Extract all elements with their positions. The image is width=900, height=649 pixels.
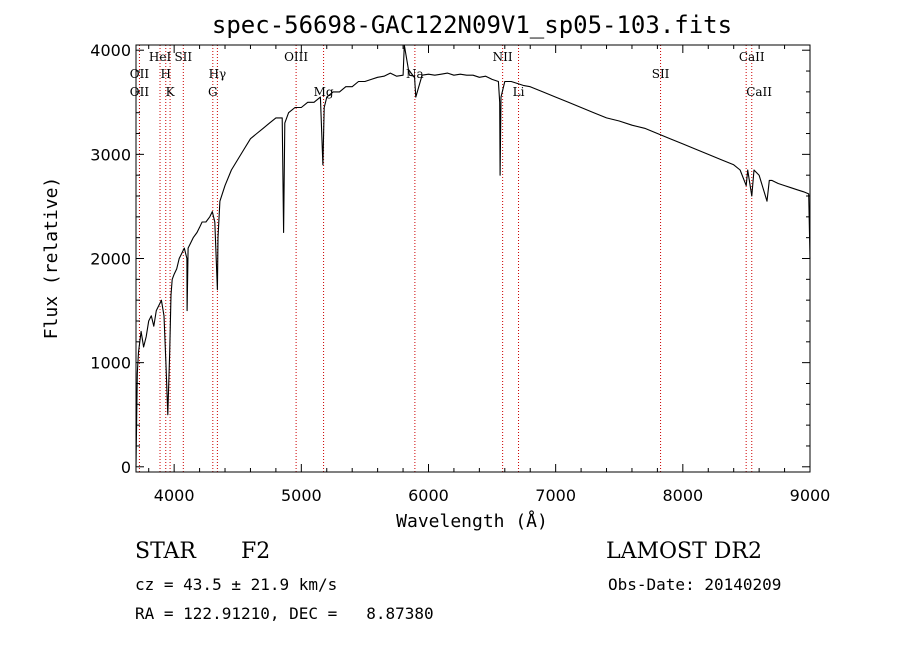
object-subclass: F2: [241, 539, 271, 564]
emission-line-markers: [138, 45, 753, 472]
y-axis-label: Flux (relative): [41, 177, 62, 340]
x-tick-label: 5000: [281, 486, 322, 505]
x-tick-label: 4000: [154, 486, 195, 505]
line-annotations: OIIOIIHeIHKSIIHγGOIIIMgNaNIILiSIICaIICaI…: [130, 50, 773, 99]
x-tick-label: 6000: [408, 486, 449, 505]
plot-frame: [135, 44, 811, 473]
line-annotation: Mg: [314, 85, 334, 99]
x-axis-label: Wavelength (Å): [396, 510, 548, 532]
line-annotation: OIII: [284, 50, 308, 64]
x-tick-label: 7000: [535, 486, 576, 505]
x-tick-label: 9000: [790, 486, 831, 505]
line-annotation: SII: [174, 50, 192, 64]
coordinates: RA = 122.91210, DEC = 8.87380: [135, 604, 434, 623]
x-tick-label: 8000: [662, 486, 703, 505]
y-tick-label: 0: [121, 458, 131, 477]
line-annotation: H: [161, 67, 171, 81]
y-tick-label: 2000: [90, 250, 131, 269]
y-tick-label: 4000: [90, 41, 131, 60]
line-annotation: HeI: [149, 50, 172, 64]
line-annotation: Li: [513, 85, 525, 99]
y-axis-ticks: 0 1000 2000 3000 4000: [90, 41, 810, 477]
spectrum-line: [135, 44, 811, 467]
line-annotation: NII: [493, 50, 513, 64]
chart-title: spec-56698-GAC122N09V1_sp05-103.fits: [212, 11, 732, 39]
survey-name: LAMOST DR2: [606, 539, 762, 564]
line-annotation: SII: [652, 67, 670, 81]
line-annotation: CaII: [739, 50, 765, 64]
y-tick-label: 3000: [90, 145, 131, 164]
line-annotation: G: [208, 85, 218, 99]
x-axis-ticks: 4000 5000 6000 7000 8000 9000: [148, 45, 831, 505]
line-annotation: Na: [406, 67, 424, 81]
line-annotation: K: [166, 85, 176, 99]
observation-date: Obs-Date: 20140209: [608, 575, 782, 594]
object-class: STAR: [135, 539, 196, 564]
line-annotation: Hγ: [209, 67, 227, 81]
redshift-velocity: cz = 43.5 ± 21.9 km/s: [135, 575, 338, 594]
y-tick-label: 1000: [90, 354, 131, 373]
line-annotation: CaII: [746, 85, 772, 99]
line-annotation: OII: [130, 67, 150, 81]
